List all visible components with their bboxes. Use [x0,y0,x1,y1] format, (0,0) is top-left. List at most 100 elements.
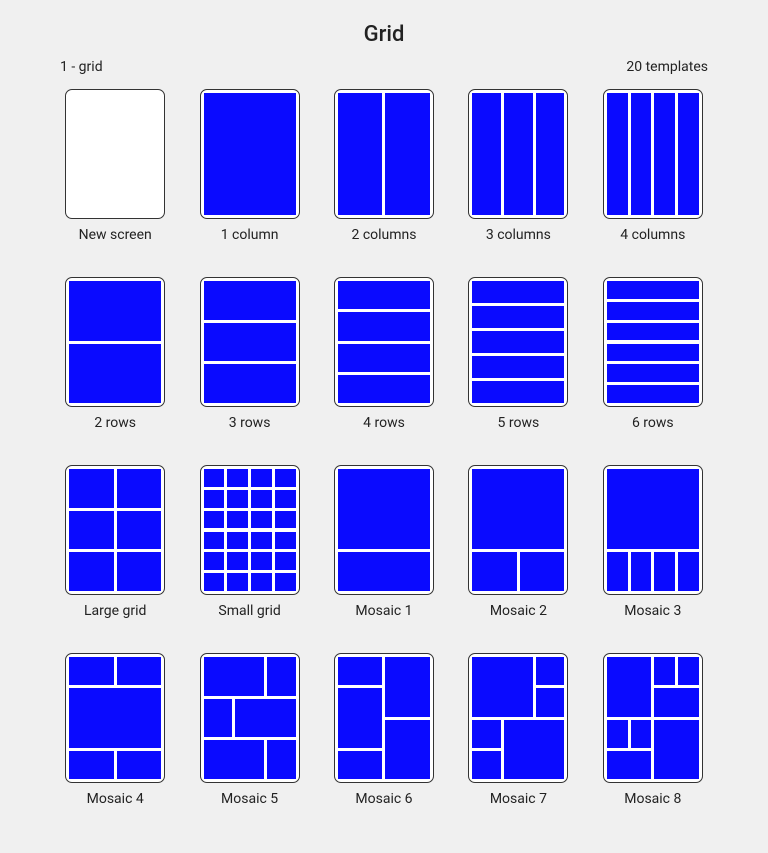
template-label: Large grid [84,603,146,619]
layout-tile [472,469,564,549]
template-label: 3 rows [229,415,271,431]
layout-tile [227,490,248,508]
layout-tile [338,375,430,403]
layout-tile [69,469,114,508]
layout-tile [472,552,517,591]
template-preview [607,469,699,591]
layout-tile [275,573,296,591]
layout-tile [536,657,565,685]
page-title: Grid [60,22,708,47]
layout-tile [536,93,565,215]
template-cell-mosaic-8: Mosaic 8 [598,653,708,807]
template-label: Mosaic 6 [355,791,412,807]
template-cell-mosaic-4: Mosaic 4 [60,653,170,807]
layout-tile [117,469,162,508]
template-preview [472,657,564,779]
templates-grid: New screen1 column2 columns3 columns4 co… [60,89,708,807]
template-label: Mosaic 2 [490,603,547,619]
template-preview [472,469,564,591]
layout-tile [69,657,114,685]
category-label: 1 - grid [60,59,103,75]
template-thumb-mosaic-6[interactable] [334,653,434,783]
template-thumb-3-columns[interactable] [468,89,568,219]
template-thumb-mosaic-4[interactable] [65,653,165,783]
layout-tile [472,657,532,717]
template-preview [204,657,296,779]
layout-tile [678,552,699,591]
template-thumb-1-column[interactable] [200,89,300,219]
layout-tile [607,720,628,748]
layout-tile [654,93,675,215]
layout-tile [251,532,272,550]
template-label: Mosaic 4 [87,791,144,807]
template-label: Small grid [218,603,280,619]
template-thumb-large-grid[interactable] [65,465,165,595]
layout-tile [338,657,383,685]
template-thumb-5-rows[interactable] [468,277,568,407]
layout-tile [338,552,430,591]
template-thumb-new-screen[interactable] [65,89,165,219]
template-label: Mosaic 1 [355,603,412,619]
layout-tile [235,699,295,738]
layout-tile [338,751,383,779]
layout-tile [117,552,162,591]
layout-tile [227,469,248,487]
layout-tile [204,511,225,529]
layout-tile [338,312,430,340]
layout-tile [654,688,699,716]
layout-tile [275,469,296,487]
layout-tile [267,740,296,779]
template-label: Mosaic 8 [624,791,681,807]
layout-tile [338,469,430,549]
template-cell-4-columns: 4 columns [598,89,708,243]
layout-tile [275,532,296,550]
layout-tile [204,573,225,591]
layout-tile [472,306,564,328]
template-cell-new-screen: New screen [60,89,170,243]
layout-tile [69,344,161,404]
layout-tile [607,751,652,779]
template-thumb-6-rows[interactable] [603,277,703,407]
template-preview [69,469,161,591]
template-thumb-3-rows[interactable] [200,277,300,407]
layout-tile [338,93,383,215]
template-preview [607,281,699,403]
template-thumb-4-columns[interactable] [603,89,703,219]
template-thumb-small-grid[interactable] [200,465,300,595]
template-thumb-mosaic-2[interactable] [468,465,568,595]
template-thumb-mosaic-7[interactable] [468,653,568,783]
template-cell-3-rows: 3 rows [194,277,304,431]
layout-tile [678,93,699,215]
layout-tile [654,552,675,591]
template-thumb-mosaic-5[interactable] [200,653,300,783]
layout-tile [117,657,162,685]
layout-tile [607,281,699,299]
layout-tile [472,381,564,403]
layout-tile [251,490,272,508]
template-thumb-mosaic-3[interactable] [603,465,703,595]
layout-tile [631,552,652,591]
template-preview [204,93,296,215]
template-label: Mosaic 5 [221,791,278,807]
template-thumb-mosaic-8[interactable] [603,653,703,783]
template-thumb-mosaic-1[interactable] [334,465,434,595]
layout-tile [117,511,162,550]
layout-tile [678,657,699,685]
layout-tile [69,552,114,591]
template-thumb-4-rows[interactable] [334,277,434,407]
layout-tile [504,720,564,780]
template-thumb-2-rows[interactable] [65,277,165,407]
template-label: 2 columns [351,227,416,243]
layout-tile [472,93,501,215]
layout-tile [654,720,699,780]
layout-tile [607,657,652,717]
layout-tile [338,688,383,748]
layout-tile [227,573,248,591]
layout-tile [338,281,430,309]
template-thumb-2-columns[interactable] [334,89,434,219]
layout-tile [69,751,114,779]
template-cell-mosaic-2: Mosaic 2 [463,465,573,619]
template-preview [472,93,564,215]
layout-tile [69,511,114,550]
subheader: 1 - grid 20 templates [60,59,708,75]
